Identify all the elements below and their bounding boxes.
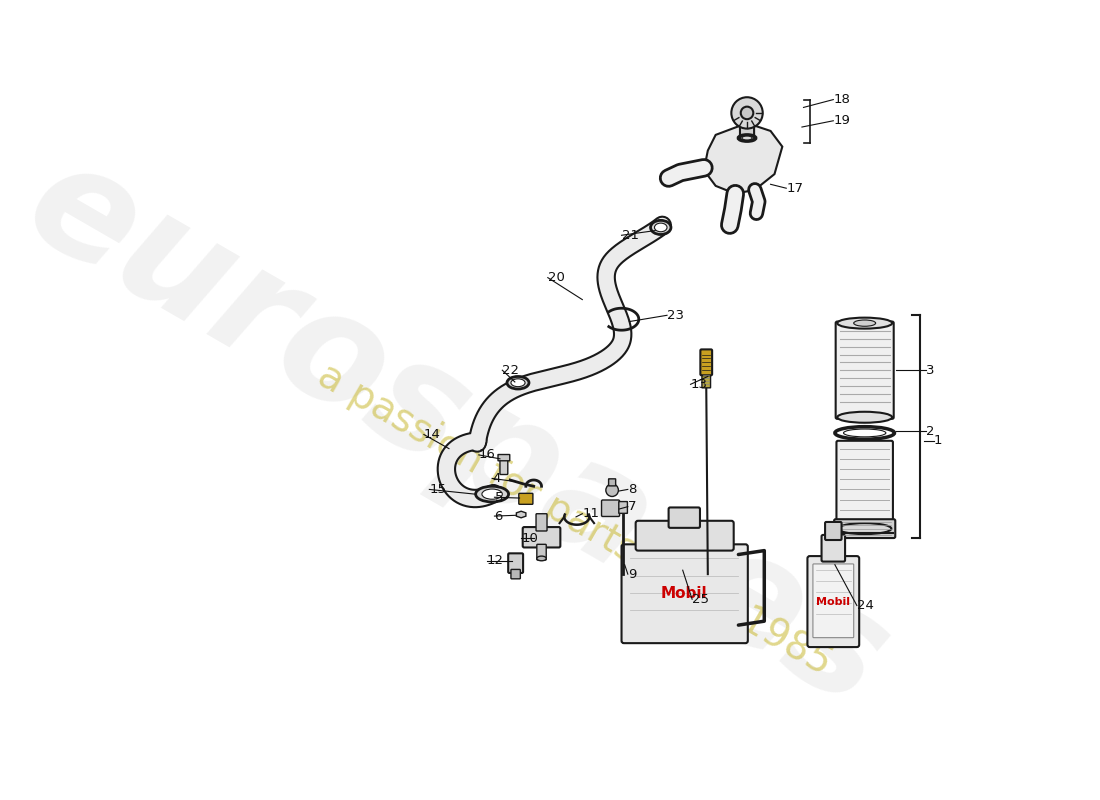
Text: a passion for parts since 1985: a passion for parts since 1985 — [310, 356, 838, 682]
Text: 6: 6 — [495, 510, 503, 522]
FancyBboxPatch shape — [836, 441, 893, 530]
Text: 16: 16 — [478, 449, 496, 462]
Text: 11: 11 — [582, 507, 600, 520]
Text: 2: 2 — [926, 425, 934, 438]
Ellipse shape — [854, 320, 876, 326]
Text: 8: 8 — [628, 483, 636, 496]
Text: 24: 24 — [857, 599, 873, 612]
Polygon shape — [704, 123, 782, 194]
Text: eurospares: eurospares — [1, 127, 912, 739]
Ellipse shape — [650, 220, 671, 234]
Text: 12: 12 — [486, 554, 504, 567]
Ellipse shape — [837, 412, 892, 422]
Text: 5: 5 — [495, 490, 503, 504]
Polygon shape — [516, 511, 526, 518]
FancyBboxPatch shape — [608, 479, 616, 486]
Ellipse shape — [654, 223, 667, 232]
FancyBboxPatch shape — [669, 507, 700, 528]
Circle shape — [606, 484, 618, 497]
Text: Mobil: Mobil — [816, 597, 850, 606]
Text: 21: 21 — [621, 229, 638, 242]
Text: 20: 20 — [548, 271, 564, 284]
Circle shape — [732, 98, 762, 129]
FancyBboxPatch shape — [740, 126, 755, 138]
Text: 4: 4 — [492, 472, 500, 485]
FancyBboxPatch shape — [636, 521, 734, 550]
FancyBboxPatch shape — [621, 544, 748, 643]
Text: 23: 23 — [667, 309, 684, 322]
Text: 13: 13 — [691, 378, 707, 391]
Ellipse shape — [537, 556, 547, 561]
Text: 17: 17 — [786, 182, 803, 194]
Text: 22: 22 — [503, 364, 519, 377]
FancyBboxPatch shape — [807, 556, 859, 647]
FancyBboxPatch shape — [519, 494, 532, 504]
Ellipse shape — [835, 426, 894, 439]
FancyBboxPatch shape — [834, 519, 895, 538]
Text: 14: 14 — [424, 428, 441, 441]
Text: 10: 10 — [521, 531, 538, 545]
FancyBboxPatch shape — [836, 322, 893, 419]
FancyBboxPatch shape — [500, 456, 508, 474]
FancyBboxPatch shape — [536, 514, 547, 531]
Ellipse shape — [844, 429, 886, 437]
FancyBboxPatch shape — [522, 527, 560, 547]
FancyBboxPatch shape — [822, 535, 845, 562]
Circle shape — [740, 106, 754, 119]
FancyBboxPatch shape — [602, 500, 619, 517]
FancyBboxPatch shape — [508, 554, 524, 573]
Ellipse shape — [475, 486, 508, 502]
Ellipse shape — [838, 523, 891, 534]
Ellipse shape — [507, 377, 529, 389]
FancyBboxPatch shape — [498, 454, 509, 461]
Text: Mobil: Mobil — [661, 586, 707, 602]
FancyBboxPatch shape — [702, 373, 711, 388]
FancyBboxPatch shape — [813, 564, 854, 638]
Ellipse shape — [741, 136, 752, 140]
Text: 19: 19 — [834, 114, 850, 127]
Text: 15: 15 — [429, 483, 447, 496]
FancyBboxPatch shape — [619, 502, 627, 514]
Ellipse shape — [510, 379, 525, 386]
Text: 3: 3 — [926, 364, 934, 377]
Text: 18: 18 — [834, 93, 850, 106]
Ellipse shape — [837, 318, 892, 329]
Text: 9: 9 — [628, 568, 636, 581]
FancyBboxPatch shape — [825, 522, 842, 540]
Text: 7: 7 — [628, 500, 636, 513]
Text: 25: 25 — [692, 593, 710, 606]
FancyBboxPatch shape — [537, 544, 547, 560]
Ellipse shape — [738, 135, 756, 141]
FancyBboxPatch shape — [510, 570, 520, 579]
FancyBboxPatch shape — [701, 350, 712, 375]
Text: 1: 1 — [934, 434, 943, 447]
Ellipse shape — [482, 489, 503, 499]
